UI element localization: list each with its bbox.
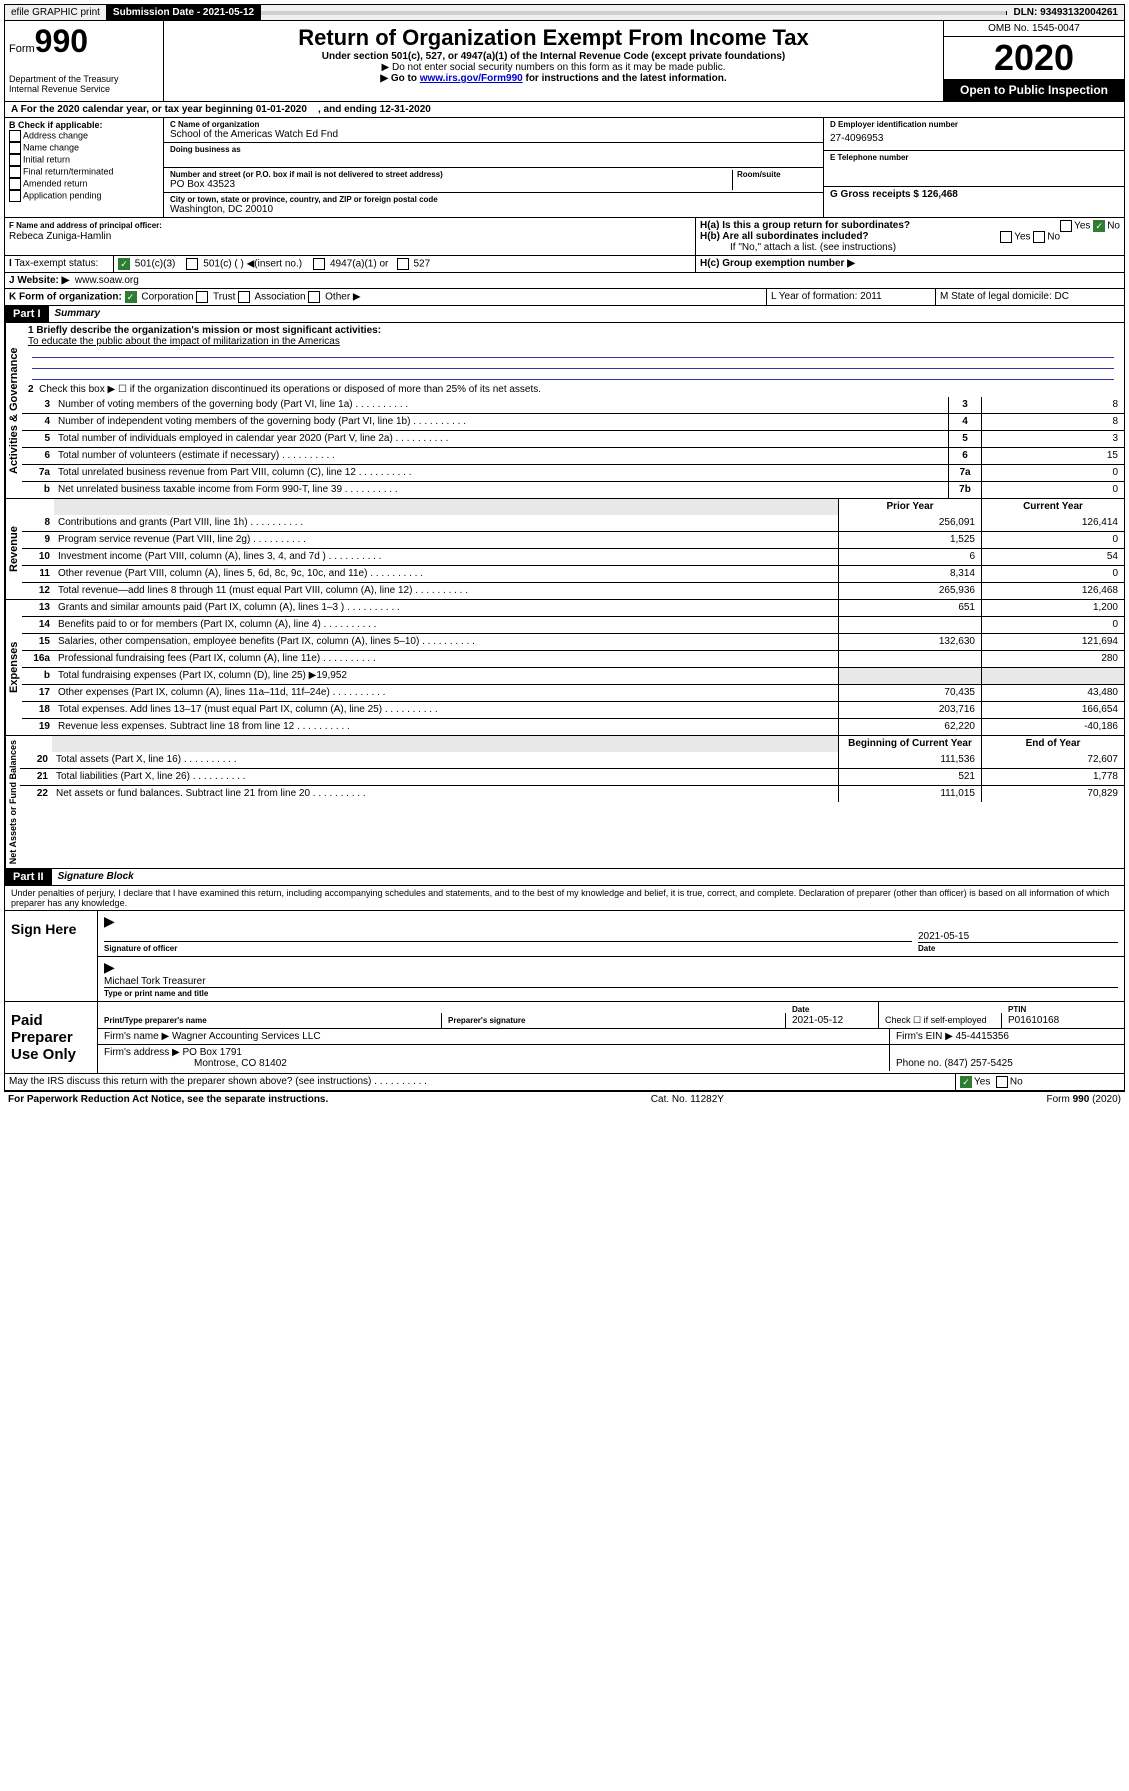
col-current-year: Current Year	[981, 499, 1124, 515]
sig-date: 2021-05-15	[918, 931, 1118, 943]
room-label: Room/suite	[737, 170, 817, 179]
col-prior-year: Prior Year	[838, 499, 981, 515]
dba-label: Doing business as	[170, 145, 817, 154]
info-grid: B Check if applicable: Address change Na…	[4, 118, 1125, 218]
form-org-label: K Form of organization:	[9, 292, 122, 303]
box-b: B Check if applicable: Address change Na…	[5, 118, 164, 217]
header-right: OMB No. 1545-0047 2020 Open to Public In…	[943, 21, 1124, 101]
top-bar-spacer	[261, 11, 1007, 15]
org-name: School of the Americas Watch Ed Fnd	[170, 129, 817, 140]
efile-label[interactable]: efile GRAPHIC print	[5, 5, 107, 20]
officer-name: Rebeca Zuniga-Hamlin	[9, 231, 111, 242]
box-c: C Name of organization School of the Ame…	[164, 118, 824, 217]
part1-header: Part I Summary	[4, 306, 1125, 323]
row-klm: K Form of organization: Corporation Trus…	[4, 289, 1125, 306]
section-net-assets: Net Assets or Fund Balances Beginning of…	[4, 736, 1125, 869]
h-b-label: H(b) Are all subordinates included?	[700, 231, 869, 242]
form-title: Return of Organization Exempt From Incom…	[168, 25, 939, 51]
website-value: www.soaw.org	[75, 275, 139, 286]
state-domicile: M State of legal domicile: DC	[936, 289, 1124, 305]
tab-revenue: Revenue	[5, 499, 22, 599]
tax-status-label: Tax-exempt status:	[14, 258, 98, 269]
paid-preparer-label: Paid Preparer Use Only	[5, 1002, 98, 1073]
h-b-note: If "No," attach a list. (see instruction…	[700, 242, 1120, 253]
self-employed-check[interactable]: Check ☐ if self-employed	[879, 1013, 1002, 1028]
tab-expenses: Expenses	[5, 600, 22, 735]
sign-here-label: Sign Here	[5, 911, 98, 1001]
firm-phone: Phone no. (847) 257-5425	[890, 1056, 1124, 1071]
sign-here-block: Sign Here Signature of officer 2021-05-1…	[4, 911, 1125, 1002]
phone-label: E Telephone number	[830, 153, 1118, 162]
tax-year: 2020	[944, 37, 1124, 79]
form-header: Form990 Department of the Treasury Inter…	[4, 21, 1125, 102]
discuss-row: May the IRS discuss this return with the…	[4, 1074, 1125, 1091]
box-de: D Employer identification number 27-4096…	[824, 118, 1124, 217]
h-a-label: H(a) Is this a group return for subordin…	[700, 220, 910, 231]
period-row: A For the 2020 calendar year, or tax yea…	[4, 102, 1125, 118]
city-label: City or town, state or province, country…	[170, 195, 817, 204]
instructions-link[interactable]: www.irs.gov/Form990	[420, 73, 523, 84]
firm-name: Wagner Accounting Services LLC	[172, 1031, 321, 1042]
paid-preparer-block: Paid Preparer Use Only Print/Type prepar…	[4, 1002, 1125, 1074]
dept-label: Department of the Treasury	[9, 74, 159, 84]
submission-date-btn[interactable]: Submission Date - 2021-05-12	[107, 5, 261, 20]
tab-governance: Activities & Governance	[5, 323, 22, 498]
omb-number: OMB No. 1545-0047	[944, 21, 1124, 37]
form-footer: Form 990 (2020)	[1047, 1094, 1121, 1105]
city-value: Washington, DC 20010	[170, 204, 817, 215]
website-label: Website: ▶	[17, 275, 69, 286]
part2-header: Part II Signature Block	[4, 869, 1125, 886]
year-formation: L Year of formation: 2011	[767, 289, 936, 305]
col-end: End of Year	[981, 736, 1124, 752]
dln-label: DLN: 93493132004261	[1007, 5, 1124, 20]
footer: For Paperwork Reduction Act Notice, see …	[4, 1091, 1125, 1107]
note-ssn: ▶ Do not enter social security numbers o…	[168, 62, 939, 73]
form-number: Form990	[9, 23, 159, 60]
firm-address: PO Box 1791	[183, 1047, 242, 1058]
officer-print-name: Michael Tork Treasurer	[104, 976, 1118, 988]
note-link: ▶ Go to www.irs.gov/Form990 for instruct…	[168, 73, 939, 84]
prep-date: 2021-05-12	[792, 1015, 843, 1026]
discuss-label: May the IRS discuss this return with the…	[9, 1076, 371, 1087]
firm-ein: 45-4415356	[956, 1031, 1009, 1042]
section-revenue: Revenue Prior Year Current Year 8Contrib…	[4, 499, 1125, 600]
officer-label: F Name and address of principal officer:	[9, 221, 162, 230]
pra-notice: For Paperwork Reduction Act Notice, see …	[8, 1094, 328, 1105]
addr-label: Number and street (or P.O. box if mail i…	[170, 170, 732, 179]
mission-label: 1 Briefly describe the organization's mi…	[28, 325, 381, 336]
gross-receipts: G Gross receipts $ 126,468	[824, 187, 1124, 202]
ein-label: D Employer identification number	[830, 120, 1118, 129]
h-c-label: H(c) Group exemption number ▶	[700, 258, 855, 269]
org-name-label: C Name of organization	[170, 120, 817, 129]
row-j: J Website: ▶ www.soaw.org	[4, 273, 1125, 289]
street-address: PO Box 43523	[170, 179, 732, 190]
firm-city: Montrose, CO 81402	[104, 1058, 287, 1069]
form-subtitle: Under section 501(c), 527, or 4947(a)(1)…	[168, 51, 939, 62]
mission-text: To educate the public about the impact o…	[28, 336, 340, 347]
row-fh: F Name and address of principal officer:…	[4, 218, 1125, 256]
irs-label: Internal Revenue Service	[9, 84, 159, 94]
line2-text: Check this box ▶ ☐ if the organization d…	[39, 384, 541, 395]
cat-number: Cat. No. 11282Y	[651, 1094, 724, 1105]
ptin-value: P01610168	[1008, 1015, 1059, 1026]
section-governance: Activities & Governance 1 Briefly descri…	[4, 323, 1125, 499]
declaration-text: Under penalties of perjury, I declare th…	[4, 886, 1125, 911]
col-beginning: Beginning of Current Year	[838, 736, 981, 752]
open-public-badge: Open to Public Inspection	[944, 79, 1124, 101]
header-left: Form990 Department of the Treasury Inter…	[5, 21, 164, 101]
ein-value: 27-4096953	[830, 129, 1118, 148]
section-expenses: Expenses 13Grants and similar amounts pa…	[4, 600, 1125, 736]
tab-net-assets: Net Assets or Fund Balances	[5, 736, 20, 868]
header-mid: Return of Organization Exempt From Incom…	[164, 21, 943, 101]
row-i: I Tax-exempt status: 501(c)(3) 501(c) ( …	[4, 256, 1125, 273]
sig-officer-label: Signature of officer	[104, 944, 177, 953]
top-bar: efile GRAPHIC print Submission Date - 20…	[4, 4, 1125, 21]
